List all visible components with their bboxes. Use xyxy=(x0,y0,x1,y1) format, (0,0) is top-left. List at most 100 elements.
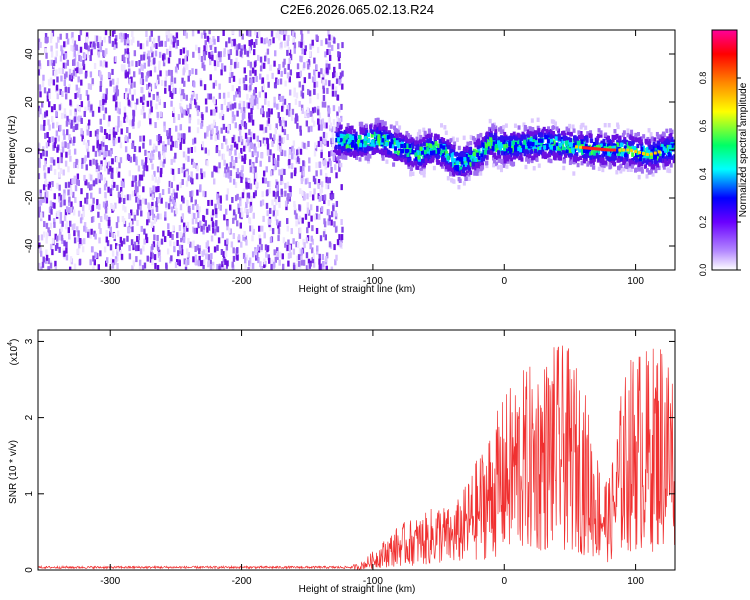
signal-cell xyxy=(580,147,584,153)
noise-cell xyxy=(286,49,289,56)
y-tick-label: 2 xyxy=(24,414,35,420)
noise-cell xyxy=(180,249,184,256)
spectrogram-cells xyxy=(38,30,675,270)
noise-cell xyxy=(130,209,133,216)
noise-cell xyxy=(60,234,64,241)
noise-cell xyxy=(75,158,78,165)
noise-cell xyxy=(218,92,222,99)
signal-cell xyxy=(399,153,403,158)
noise-cell xyxy=(210,123,214,130)
noise-cell xyxy=(135,241,138,248)
noise-cell xyxy=(53,168,57,175)
noise-cell xyxy=(139,96,143,103)
noise-cell xyxy=(65,206,69,213)
signal-cell xyxy=(504,123,508,128)
noise-cell xyxy=(66,38,70,45)
noise-cell xyxy=(87,83,91,90)
signal-cell xyxy=(339,124,343,129)
signal-cell xyxy=(419,138,423,143)
noise-cell xyxy=(322,87,326,94)
noise-cell xyxy=(148,108,152,115)
noise-cell xyxy=(323,122,326,129)
noise-cell xyxy=(154,82,158,89)
signal-cell xyxy=(513,151,517,156)
noise-cell xyxy=(94,40,98,47)
noise-cell xyxy=(38,211,41,218)
noise-cell xyxy=(319,189,322,196)
noise-cell xyxy=(296,263,299,270)
noise-cell xyxy=(260,244,263,251)
noise-cell xyxy=(200,55,204,62)
noise-cell xyxy=(68,83,71,90)
noise-cell xyxy=(191,30,195,37)
noise-cell xyxy=(336,239,340,246)
noise-cell xyxy=(213,246,217,253)
signal-cell xyxy=(664,143,668,149)
noise-cell xyxy=(39,152,43,159)
noise-cell xyxy=(297,146,301,153)
noise-cell xyxy=(278,251,282,258)
noise-cell xyxy=(226,220,229,227)
noise-cell xyxy=(298,41,301,48)
signal-cell xyxy=(374,122,378,127)
noise-cell xyxy=(219,51,223,58)
noise-cell xyxy=(210,50,214,57)
noise-cell xyxy=(58,209,61,216)
noise-cell xyxy=(333,71,336,78)
noise-cell xyxy=(211,54,214,61)
signal-cell xyxy=(640,166,644,171)
signal-cell xyxy=(408,138,412,144)
noise-cell xyxy=(154,176,158,183)
noise-cell xyxy=(54,260,57,267)
noise-cell xyxy=(286,40,290,47)
signal-cell xyxy=(355,144,359,149)
noise-cell xyxy=(128,88,132,95)
noise-cell xyxy=(176,239,179,246)
noise-cell xyxy=(128,194,132,201)
noise-cell xyxy=(116,107,120,114)
noise-cell xyxy=(223,171,226,178)
noise-cell xyxy=(71,45,75,52)
signal-cell xyxy=(609,139,613,145)
noise-cell xyxy=(234,61,237,68)
noise-cell xyxy=(253,61,257,68)
noise-cell xyxy=(63,79,67,86)
noise-cell xyxy=(121,65,124,72)
noise-cell xyxy=(330,166,333,173)
noise-cell xyxy=(236,44,239,51)
noise-cell xyxy=(124,94,128,101)
noise-cell xyxy=(272,190,276,197)
noise-cell xyxy=(232,209,236,216)
noise-cell xyxy=(173,210,177,217)
noise-cell xyxy=(87,182,90,189)
noise-cell xyxy=(87,139,90,146)
noise-cell xyxy=(38,200,41,207)
noise-cell xyxy=(49,222,53,229)
noise-cell xyxy=(38,262,41,269)
noise-cell xyxy=(307,63,310,70)
signal-cell xyxy=(577,130,581,135)
signal-cell xyxy=(384,149,388,155)
noise-cell xyxy=(276,251,279,258)
signal-cell xyxy=(339,133,343,139)
noise-cell xyxy=(38,44,40,51)
noise-cell xyxy=(173,156,176,163)
signal-cell xyxy=(661,154,665,159)
noise-cell xyxy=(192,51,195,58)
noise-cell xyxy=(296,122,299,129)
noise-cell xyxy=(302,160,305,167)
noise-cell xyxy=(84,106,87,113)
noise-cell xyxy=(191,212,195,219)
signal-cell xyxy=(568,123,572,129)
noise-cell xyxy=(314,142,317,149)
noise-cell xyxy=(98,187,102,194)
noise-cell xyxy=(91,204,95,211)
noise-cell xyxy=(205,253,208,260)
noise-cell xyxy=(137,198,140,205)
noise-cell xyxy=(78,35,81,42)
signal-cell xyxy=(411,150,415,155)
noise-cell xyxy=(136,98,139,105)
noise-cell xyxy=(73,50,77,57)
signal-cell xyxy=(381,132,385,137)
